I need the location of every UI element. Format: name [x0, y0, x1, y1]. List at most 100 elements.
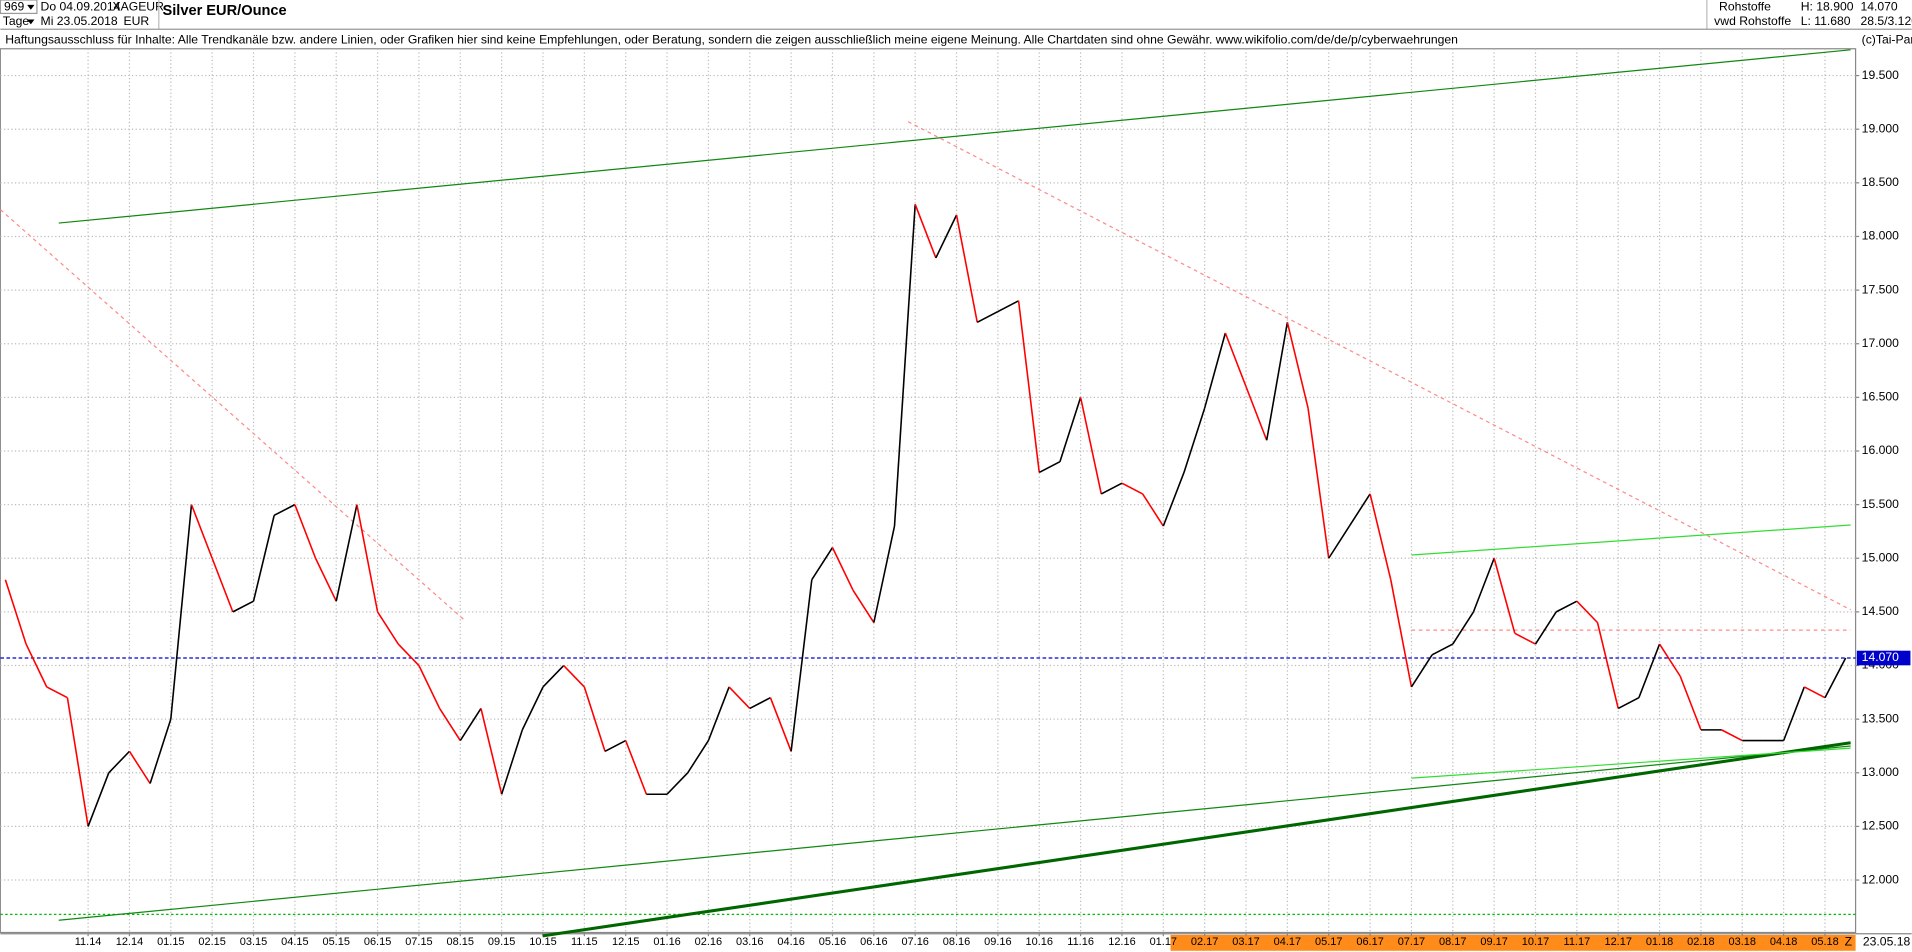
x-tick-label: 02.15 [198, 936, 225, 948]
price-segment [831, 547, 854, 591]
price-segment [1389, 579, 1413, 688]
price-segment [294, 504, 317, 559]
x-tick-label: 01.17 [1150, 936, 1177, 948]
price-segment [624, 740, 648, 795]
price-segment [170, 504, 193, 720]
price-segment [997, 300, 1019, 313]
x-tick-label: 02.16 [695, 936, 722, 948]
price-segment [542, 664, 565, 688]
price-segment [128, 750, 151, 784]
x-tick-label: 10.16 [1026, 936, 1053, 948]
price-segment [1245, 386, 1268, 441]
price-segment [1824, 657, 1847, 699]
x-tick-label: 10.17 [1522, 936, 1549, 948]
x-tick-label: 03.15 [240, 936, 267, 948]
price-segment [1431, 643, 1454, 656]
price-segment [1059, 397, 1082, 462]
source: vwd Rohstoffe [1714, 14, 1791, 28]
price-segment [1079, 397, 1103, 495]
y-tick-label: 19.500 [1862, 68, 1899, 82]
price-segment [418, 665, 441, 709]
price-segment [955, 214, 978, 323]
trend-line [1411, 524, 1851, 556]
x-tick-label: 12.15 [612, 936, 639, 948]
count-box[interactable] [0, 0, 38, 15]
price-segment [1803, 686, 1826, 699]
disclaimer: Haftungsausschluss für Inhalte: Alle Tre… [5, 32, 1458, 46]
last: 14.070 [1860, 0, 1897, 14]
high: H: 18.900 [1801, 0, 1854, 14]
price-segment [1162, 472, 1185, 527]
info: 28.5/3.120 [1860, 14, 1912, 28]
y-tick-label: 17.000 [1862, 336, 1899, 350]
period[interactable]: Tage [3, 14, 30, 28]
price-segment [252, 515, 275, 602]
y-tick-label: 15.000 [1862, 550, 1899, 564]
end-date: 23.05.18 [1863, 934, 1911, 948]
x-tick-label: 04.16 [777, 936, 804, 948]
x-tick-label: 08.15 [447, 936, 474, 948]
price-segment [521, 686, 544, 731]
currency: EUR [123, 14, 149, 28]
x-tick-label: 06.17 [1356, 936, 1383, 948]
price-segment [873, 525, 896, 623]
to-date: Mi 23.05.2018 [41, 14, 118, 28]
x-tick-label: 03.16 [736, 936, 763, 948]
price-segment [728, 686, 751, 709]
x-tick-label: 06.16 [860, 936, 887, 948]
title: Silver EUR/Ounce [162, 3, 286, 19]
price-segment [335, 504, 358, 602]
trend-line [542, 741, 1851, 938]
price-segment [1452, 611, 1475, 645]
low: L: 11.680 [1801, 14, 1851, 28]
price-segment [749, 696, 771, 710]
x-tick-label: 12.16 [1108, 936, 1135, 948]
count[interactable]: 969 [4, 0, 25, 14]
trend-line [58, 745, 1851, 921]
y-tick-label: 15.500 [1862, 497, 1899, 511]
price-segment [1121, 482, 1143, 495]
trend-line [907, 121, 1851, 611]
y-tick-label: 12.500 [1862, 819, 1899, 833]
price-segment [438, 707, 461, 742]
trend-line [58, 49, 1851, 224]
price-segment [1183, 407, 1206, 473]
price-segment [87, 772, 110, 827]
y-tick-label: 13.500 [1862, 711, 1899, 725]
x-tick-label: 04.17 [1274, 936, 1301, 948]
price-segment [1782, 686, 1806, 741]
price-segment [1638, 643, 1661, 698]
price-segment [232, 600, 254, 613]
price-segment [914, 204, 937, 259]
price-segment [25, 643, 48, 688]
x-tick-label: 02.18 [1687, 936, 1714, 948]
price-segment [459, 707, 482, 742]
x-tick-label: 05.16 [819, 936, 846, 948]
price-segment [1224, 332, 1247, 387]
x-tick-label: 09.15 [488, 936, 515, 948]
trend-line [1411, 747, 1851, 779]
y-tick-label: 13.000 [1862, 765, 1899, 779]
selection-strip [1170, 934, 1856, 951]
copyright: (c)Tai-Pan [1862, 32, 1912, 46]
market: Rohstoffe [1719, 0, 1771, 14]
price-segment [687, 740, 710, 774]
price-segment [563, 664, 585, 688]
x-tick-label: 03.17 [1232, 936, 1259, 948]
from-date: Do 04.09.2014 [41, 0, 121, 14]
price-segment [1328, 525, 1351, 559]
x-tick-label: 08.17 [1439, 936, 1466, 948]
x-tick-label: 05.18 [1811, 936, 1838, 948]
x-tick-label: 10.15 [529, 936, 556, 948]
dropdown-arrow [27, 4, 35, 10]
y-tick-label: 19.000 [1862, 121, 1899, 135]
y-tick-label: 18.000 [1862, 229, 1899, 243]
price-segment [1410, 654, 1433, 688]
price-segment [1348, 493, 1371, 527]
x-tick-label: 04.15 [281, 936, 308, 948]
price-segment [1472, 557, 1495, 613]
trend-line [0, 209, 467, 622]
price-segment [1658, 643, 1681, 677]
